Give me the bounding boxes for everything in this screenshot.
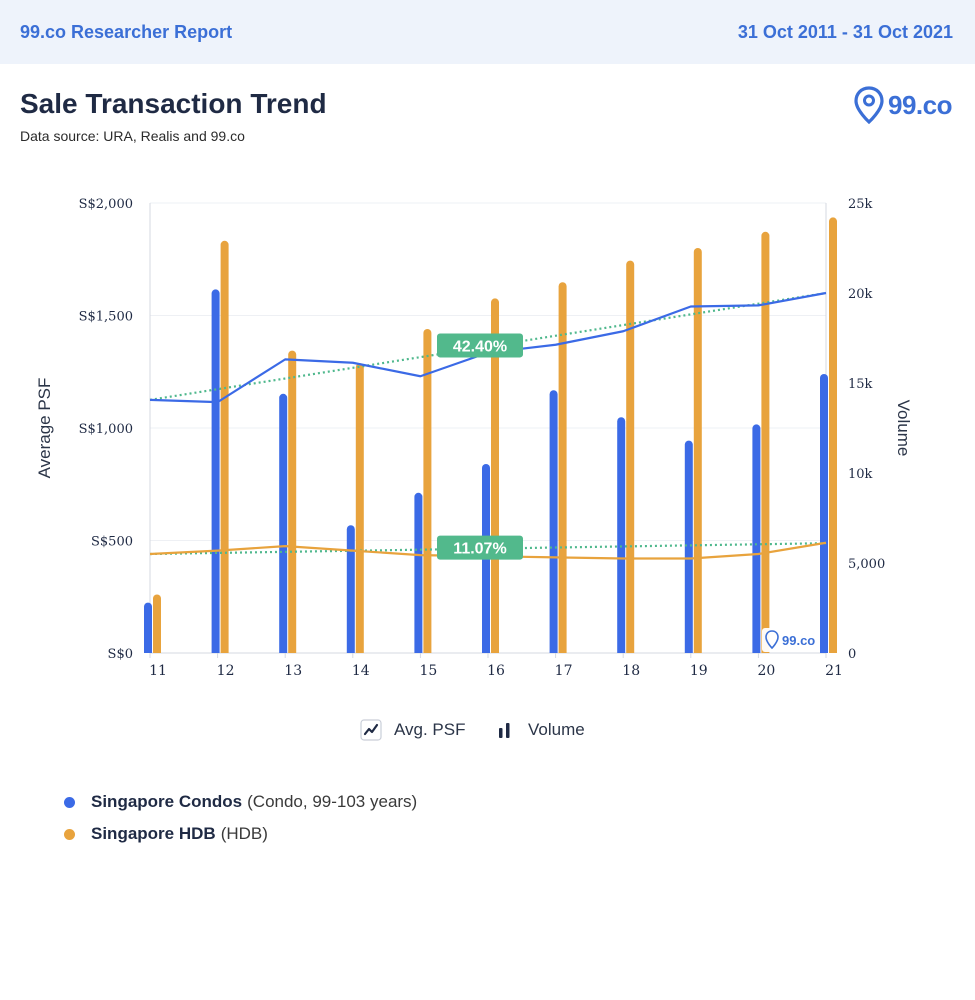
bar [684, 440, 693, 653]
trend-label: 11.07% [453, 541, 506, 558]
series-list: Singapore Condos (Condo, 99-103 years) S… [64, 786, 417, 850]
series-name-hdb: Singapore HDB [91, 824, 216, 843]
x-tick-label: 12 [217, 663, 235, 679]
bar [693, 248, 702, 653]
series-item-hdb: Singapore HDB (HDB) [64, 818, 417, 850]
right-tick-label: 20k [848, 287, 873, 302]
y-axis-title-left: Average PSF [35, 378, 54, 479]
bar [153, 594, 161, 653]
left-tick-label: S$2,000 [79, 197, 133, 212]
logo-99co: 99.co [854, 86, 954, 126]
bar [617, 417, 626, 653]
series-name-condos: Singapore Condos [91, 792, 243, 811]
series-detail-hdb: (HDB) [220, 824, 268, 843]
x-tick-label: 14 [352, 663, 370, 679]
series-dot-hdb [64, 828, 75, 840]
legend-volume-label: Volume [528, 720, 585, 739]
x-tick-label: 13 [284, 663, 302, 679]
x-tick-label: 21 [825, 663, 843, 679]
trendline [149, 291, 827, 401]
x-tick-label: 18 [622, 663, 640, 679]
legend-avg-psf[interactable]: Avg. PSF [360, 716, 466, 744]
watermark-bg [762, 628, 818, 652]
page-title: Sale Transaction Trend [20, 88, 327, 119]
bar [288, 350, 297, 653]
line-chart-icon [360, 719, 382, 741]
trend-label: 42.40% [453, 338, 507, 355]
series-dot-condos [64, 796, 75, 808]
left-tick-label: S$500 [91, 535, 133, 550]
trend-label-bg [437, 333, 523, 358]
bar [752, 424, 761, 653]
bar [558, 282, 567, 653]
x-tick-label: 15 [419, 663, 437, 679]
trend-label-bg [437, 535, 523, 560]
x-tick-label: 17 [555, 663, 573, 679]
bar [761, 231, 770, 654]
x-tick-label: 20 [757, 663, 775, 679]
x-tick-label: 11 [149, 663, 167, 679]
data-source: Data source: URA, Realis and 99.co [20, 128, 245, 144]
bar [820, 374, 828, 653]
right-tick-label: 15k [848, 377, 873, 392]
right-tick-label: 5,000 [848, 557, 885, 572]
series-detail-condos: (Condo, 99-103 years) [247, 792, 418, 811]
legend-avg-psf-label: Avg. PSF [394, 720, 466, 739]
bar [549, 390, 558, 653]
y-axis-title-right: Volume [894, 400, 913, 457]
right-tick-label: 10k [848, 467, 873, 482]
watermark-text: 99.co [782, 633, 815, 648]
bar [279, 393, 288, 653]
left-tick-label: S$0 [108, 647, 133, 662]
report-header: 99.co Researcher Report 31 Oct 2011 - 31… [0, 0, 975, 64]
date-range: 31 Oct 2011 - 31 Oct 2021 [737, 22, 953, 42]
bar [491, 298, 499, 653]
bar [211, 289, 220, 653]
right-tick-label: 0 [848, 647, 856, 662]
bar [829, 217, 837, 653]
x-tick-label: 19 [690, 663, 708, 679]
chart-legend: Avg. PSF Volume [0, 716, 975, 744]
map-pin-icon [854, 86, 884, 124]
bar [414, 492, 423, 653]
series-item-condos: Singapore Condos (Condo, 99-103 years) [64, 786, 417, 818]
bar-chart-icon [499, 723, 510, 738]
left-tick-label: S$1,000 [79, 422, 133, 437]
bar [355, 363, 364, 653]
legend-volume[interactable]: Volume [494, 716, 585, 744]
watermark-pin-icon [765, 630, 779, 650]
bar [346, 525, 355, 653]
bar [423, 329, 432, 653]
left-tick-label: S$1,500 [79, 310, 133, 325]
right-tick-label: 25k [848, 197, 873, 212]
sale-transaction-chart: S$0 S$500 S$1,000 S$1,500 S$2,000 0 5,000 10k 15… [35, 197, 913, 679]
bar [144, 602, 152, 653]
x-tick-label: 16 [487, 663, 505, 679]
report-name: 99.co Researcher Report [20, 22, 233, 42]
bar [626, 260, 635, 653]
logo-text: 99.co [888, 90, 953, 120]
bar [220, 240, 229, 654]
